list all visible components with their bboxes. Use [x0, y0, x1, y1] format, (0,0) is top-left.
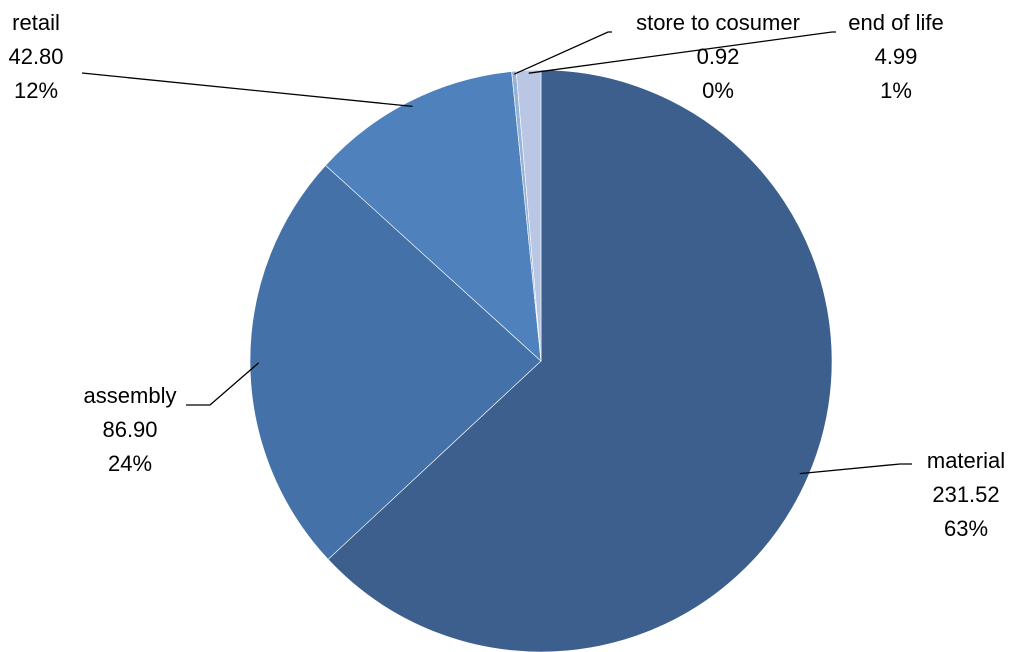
data-label-value-material: 231.52	[932, 482, 999, 507]
data-label-value-retail: 42.80	[8, 44, 63, 69]
data-label-percent-assembly: 24%	[108, 451, 152, 476]
data-labels: material 231.52 63% assembly 86.90 24% retail 4…	[8, 10, 1005, 541]
pie-slice-retail	[325, 71, 542, 362]
leader-line-material	[799, 463, 912, 475]
data-label-percent-end-of-life: 1%	[880, 78, 912, 103]
leader-line-retail	[81, 72, 413, 108]
data-label-name-retail: retail	[12, 10, 60, 35]
pie-slice-material	[327, 69, 833, 652]
data-label-name-material: material	[927, 448, 1005, 473]
data-label-value-store-to-cosumer: 0.92	[697, 44, 740, 69]
pie-slice-end-of-life	[515, 69, 542, 362]
pie-slices	[249, 69, 833, 652]
leader-line-end-of-life	[528, 31, 836, 74]
data-label-percent-store-to-cosumer: 0%	[702, 78, 734, 103]
pie-slice-assembly	[249, 164, 542, 560]
data-label-percent-material: 63%	[944, 516, 988, 541]
leader-lines	[81, 31, 912, 475]
data-label-name-store-to-cosumer: store to cosumer	[636, 10, 800, 35]
leader-line-store-to-cosumer	[513, 31, 612, 75]
data-label-name-assembly: assembly	[84, 383, 177, 408]
leader-line-assembly	[186, 362, 260, 406]
data-label-value-end-of-life: 4.99	[875, 44, 918, 69]
data-label-value-assembly: 86.90	[102, 417, 157, 442]
data-label-name-end-of-life: end of life	[848, 10, 943, 35]
data-label-percent-retail: 12%	[14, 78, 58, 103]
